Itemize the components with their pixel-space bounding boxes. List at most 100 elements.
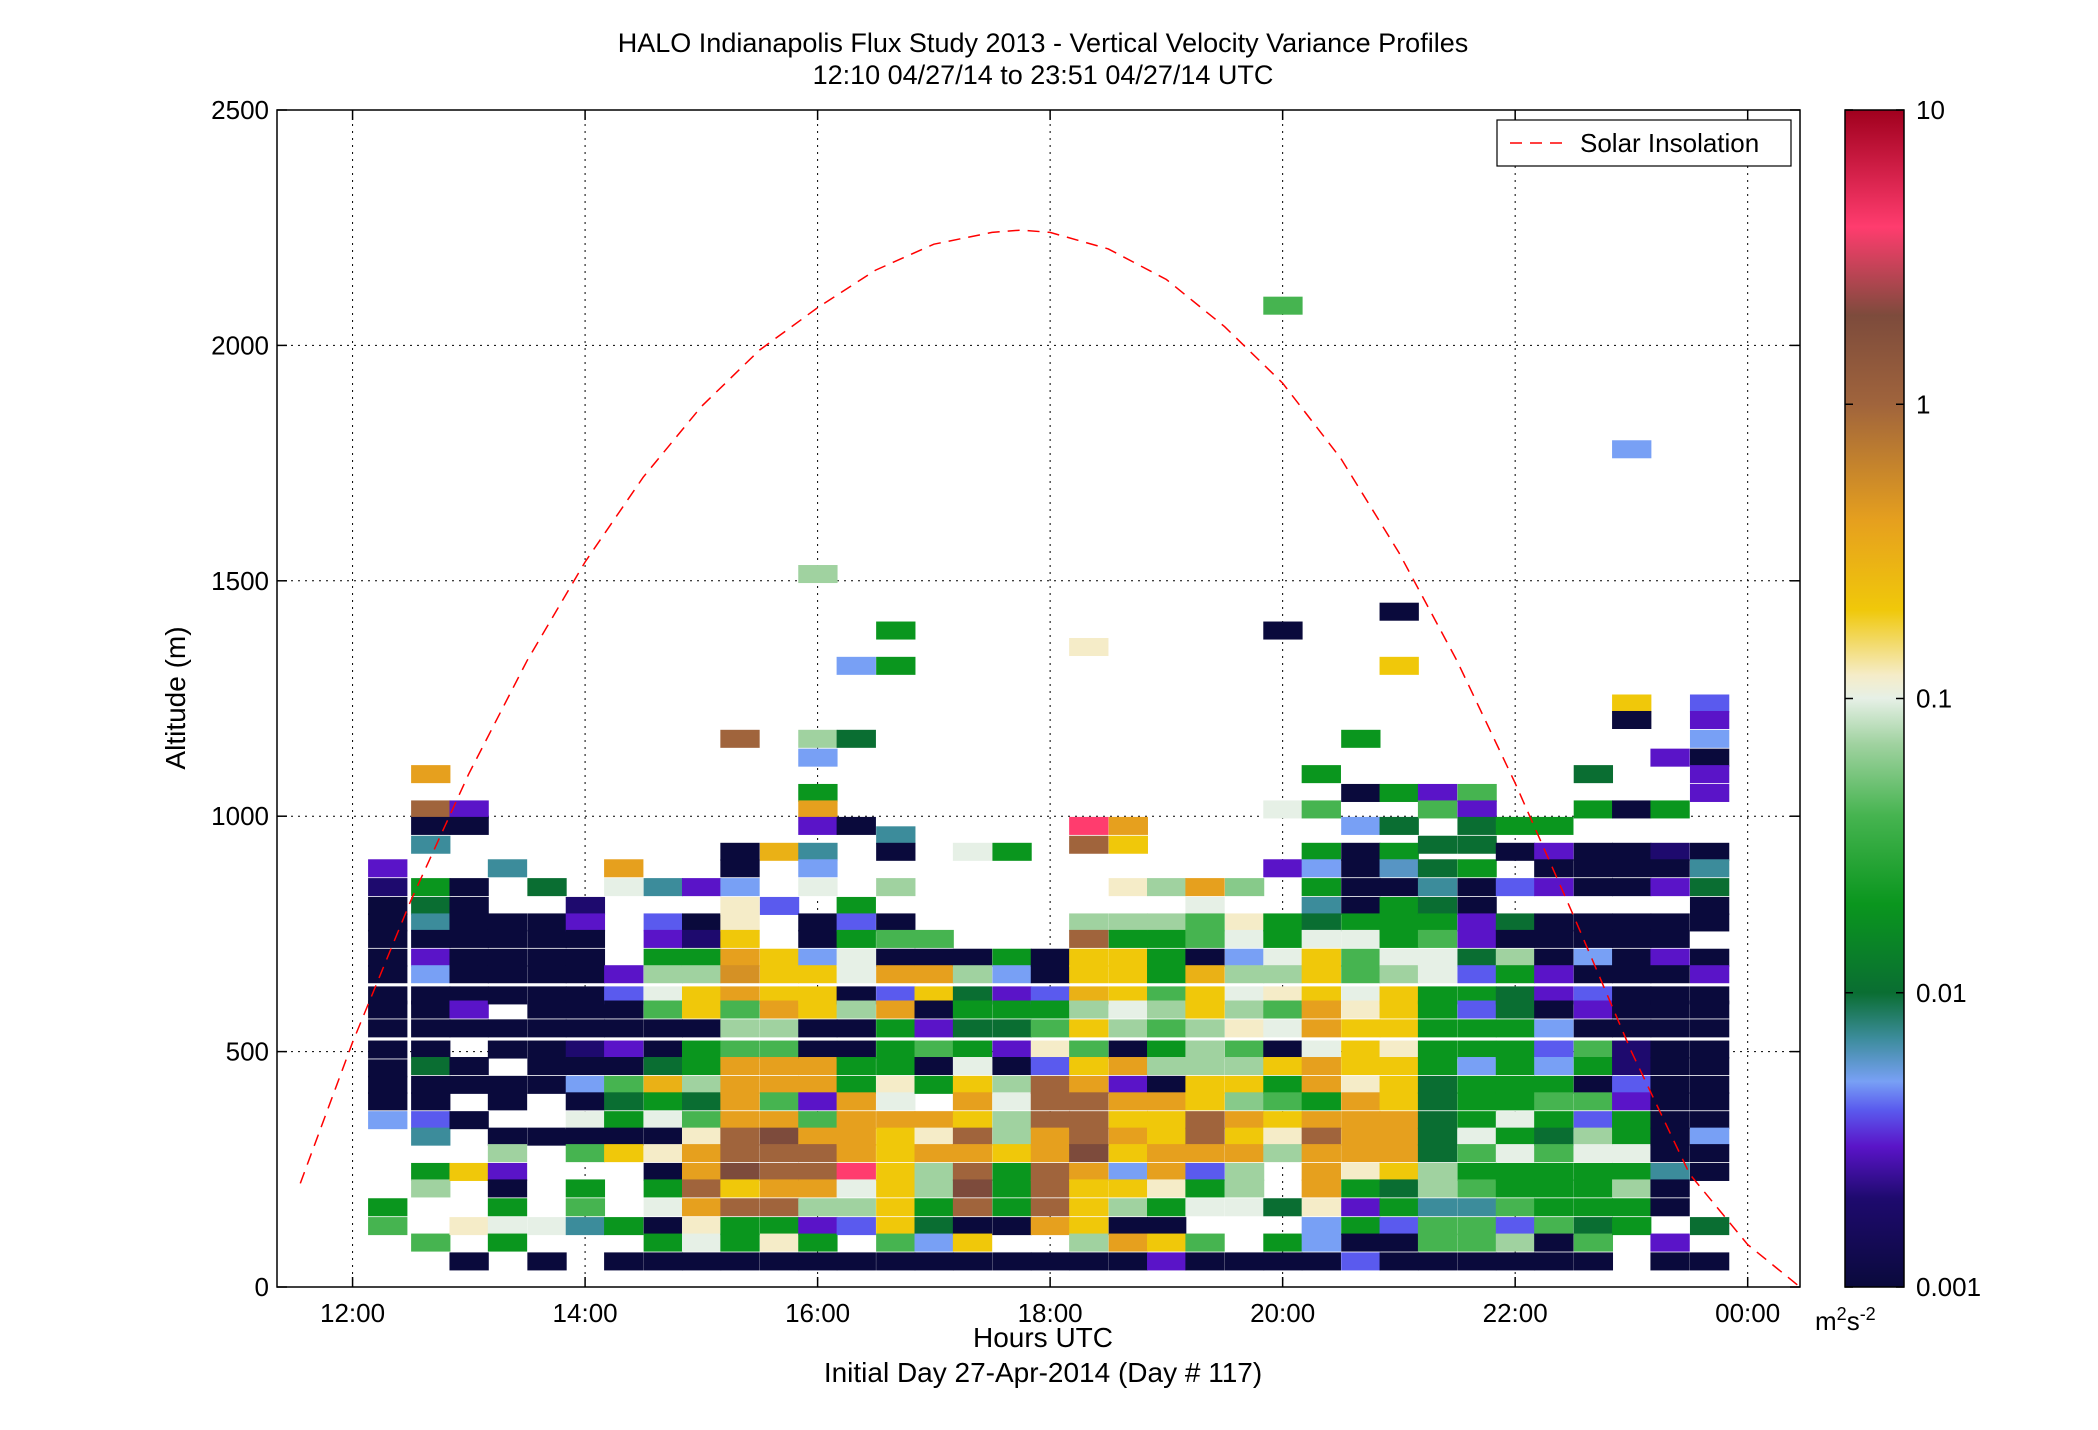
heatmap-cell — [1108, 816, 1148, 835]
heatmap-cell — [1650, 1111, 1690, 1130]
heatmap-cell — [1379, 816, 1419, 835]
heatmap-cell — [1147, 913, 1187, 932]
y-tick-label: 2500 — [211, 95, 269, 125]
heatmap-cell — [411, 1075, 451, 1094]
heatmap-cell — [411, 800, 451, 819]
heatmap-cell — [1495, 1162, 1536, 1181]
heatmap-cell — [681, 1198, 722, 1217]
heatmap-cell — [1301, 1127, 1341, 1146]
heatmap-cell — [527, 1057, 567, 1076]
heatmap-cell — [1108, 1000, 1148, 1019]
heatmap-cell — [1689, 1057, 1730, 1076]
heatmap-cell — [952, 1111, 993, 1130]
heatmap-cell — [1147, 929, 1187, 948]
heatmap-cell — [1069, 1233, 1109, 1252]
heatmap-cell — [720, 965, 760, 984]
heatmap-cell — [643, 1179, 683, 1198]
heatmap-cell — [720, 1179, 760, 1198]
heatmap-cell — [1224, 986, 1265, 1005]
heatmap-cell — [1185, 1019, 1225, 1038]
heatmap-cell — [876, 1000, 916, 1019]
heatmap-cell — [1379, 1198, 1419, 1217]
heatmap-cell — [759, 1252, 800, 1271]
heatmap-cell — [876, 1162, 916, 1181]
heatmap-cell — [952, 1252, 993, 1271]
heatmap-cell — [411, 765, 451, 784]
heatmap-cell — [952, 842, 993, 861]
heatmap-cell — [487, 1040, 528, 1059]
heatmap-cell — [368, 1111, 408, 1130]
heatmap-cell — [798, 986, 838, 1005]
heatmap-cell — [1030, 1198, 1071, 1217]
heatmap-cell — [1650, 1198, 1690, 1217]
heatmap-cell — [1573, 1252, 1614, 1271]
heatmap-cell — [643, 1111, 683, 1130]
heatmap-cell — [1457, 1019, 1497, 1038]
heatmap-cell — [1534, 1198, 1574, 1217]
heatmap-cell — [720, 896, 760, 915]
heatmap-cell — [1224, 1019, 1265, 1038]
heatmap-cell — [798, 948, 838, 967]
heatmap-cell — [1612, 710, 1652, 729]
heatmap-cell — [952, 1144, 993, 1163]
heatmap-cell — [1650, 1075, 1690, 1094]
heatmap-cell — [368, 878, 408, 897]
heatmap-cell — [720, 859, 760, 878]
heatmap-cell — [565, 896, 606, 915]
x-tick-label: 16:00 — [785, 1298, 850, 1328]
heatmap-cell — [527, 913, 567, 932]
heatmap-cell — [798, 748, 838, 767]
heatmap-cell — [1069, 1162, 1109, 1181]
x-tick-label: 20:00 — [1250, 1298, 1315, 1328]
heatmap-cell — [1108, 1179, 1148, 1198]
heatmap-cell — [411, 929, 451, 948]
heatmap-cell — [1301, 986, 1341, 1005]
heatmap-cell — [1457, 859, 1497, 878]
heatmap-cell — [527, 986, 567, 1005]
heatmap-cell — [798, 729, 838, 748]
heatmap-cell — [1534, 1075, 1574, 1094]
heatmap-cell — [1108, 835, 1148, 854]
heatmap-cell — [449, 1075, 489, 1094]
heatmap-cell — [1301, 1111, 1341, 1130]
heatmap-cell — [1495, 1144, 1536, 1163]
heatmap-cell — [1301, 842, 1341, 861]
heatmap-cell — [952, 986, 993, 1005]
heatmap-cell — [1030, 1040, 1071, 1059]
heatmap-cell — [1069, 1252, 1109, 1271]
heatmap-cell — [1573, 1179, 1614, 1198]
heatmap-cell — [798, 1111, 838, 1130]
heatmap-cell — [1534, 948, 1574, 967]
heatmap-cell — [1301, 896, 1341, 915]
heatmap-cell — [1147, 965, 1187, 984]
heatmap-cell — [1224, 913, 1265, 932]
heatmap-cell — [798, 1217, 838, 1236]
heatmap-cell — [914, 1144, 954, 1163]
heatmap-cell — [1573, 986, 1614, 1005]
heatmap-cell — [411, 965, 451, 984]
heatmap-cell — [759, 1233, 800, 1252]
heatmap-cell — [1417, 965, 1458, 984]
heatmap-cell — [1573, 1000, 1614, 1019]
heatmap-cell — [952, 1233, 993, 1252]
heatmap-cell — [1379, 1000, 1419, 1019]
heatmap-cell — [798, 800, 838, 819]
heatmap-cell — [1341, 1019, 1381, 1038]
heatmap-cell — [798, 1144, 838, 1163]
heatmap-cell — [1417, 800, 1458, 819]
heatmap-cell — [565, 1057, 606, 1076]
heatmap-cell — [798, 565, 838, 584]
heatmap-cell — [681, 1019, 722, 1038]
heatmap-cell — [992, 1144, 1032, 1163]
heatmap-cell — [487, 1075, 528, 1094]
heatmap-cell — [1457, 783, 1497, 802]
heatmap-cell — [1069, 1019, 1109, 1038]
colorbar-gradient — [1845, 110, 1904, 1287]
heatmap-cell — [1108, 878, 1148, 897]
heatmap-cell — [449, 896, 489, 915]
heatmap-cell — [1495, 1057, 1536, 1076]
heatmap-cell — [681, 1252, 722, 1271]
heatmap-cell — [1185, 1252, 1225, 1271]
heatmap-cell — [952, 1019, 993, 1038]
heatmap-cell — [1185, 1075, 1225, 1094]
